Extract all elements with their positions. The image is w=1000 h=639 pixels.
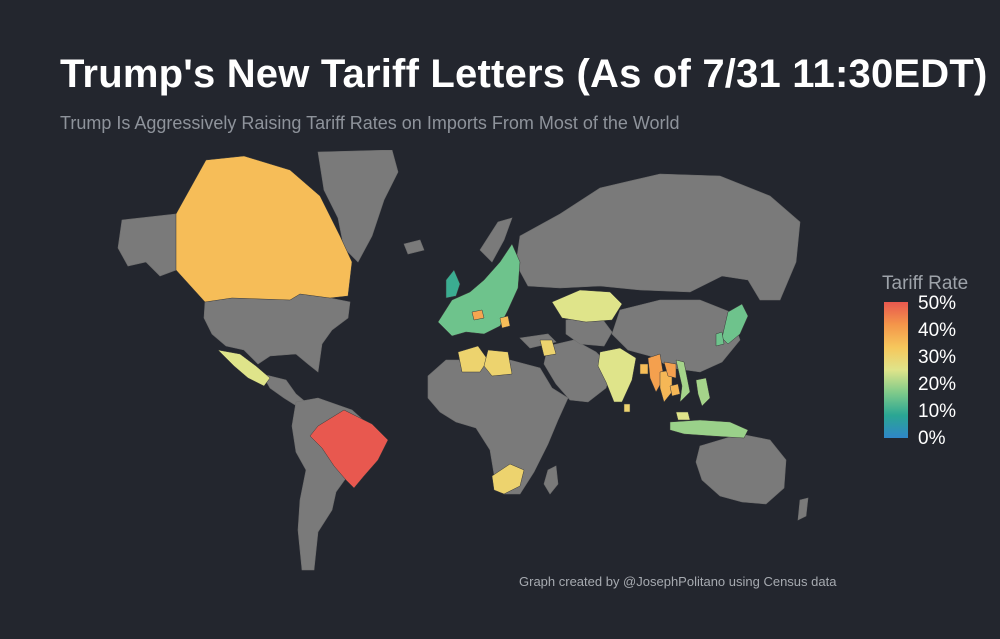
- legend-tick-label: 10%: [918, 401, 957, 422]
- country-united-kingdom: [445, 269, 461, 299]
- country-laos: [663, 361, 677, 379]
- country-sri-lanka: [623, 403, 631, 413]
- country-kazakhstan: [551, 289, 623, 323]
- land-usa: [203, 293, 351, 373]
- land-australia: [695, 433, 787, 505]
- land-russia: [515, 173, 801, 301]
- source-credit: Graph created by @JosephPolitano using C…: [519, 574, 837, 589]
- country-switzerland: [471, 309, 485, 321]
- country-bangladesh: [639, 363, 649, 375]
- land-china: [611, 299, 741, 373]
- country-libya: [483, 349, 513, 377]
- land-scandinavia-norway: [479, 217, 513, 263]
- legend-title: Tariff Rate: [882, 273, 969, 294]
- country-canada: [175, 155, 353, 303]
- legend-tick-label: 50%: [918, 293, 957, 314]
- land-greenland: [317, 150, 399, 263]
- country-european-union: [437, 243, 521, 337]
- page-subtitle: Trump Is Aggressively Raising Tariff Rat…: [60, 113, 680, 133]
- country-indonesia: [669, 419, 749, 439]
- country-mexico: [217, 349, 271, 387]
- country-japan: [721, 303, 749, 345]
- country-brazil: [309, 409, 389, 489]
- country-india: [597, 347, 637, 403]
- land-africa: [427, 359, 569, 495]
- country-vietnam: [675, 359, 691, 403]
- legend-tick-label: 30%: [918, 347, 957, 368]
- country-cambodia: [669, 383, 681, 397]
- land-turkey: [519, 333, 557, 349]
- legend-tick-label: 0%: [918, 428, 946, 449]
- country-philippines: [695, 377, 711, 407]
- legend-color-scale: [884, 302, 908, 438]
- country-south-korea: [715, 331, 725, 347]
- land-madagascar: [543, 465, 559, 495]
- country-iraq: [539, 339, 557, 357]
- land-iceland: [403, 239, 425, 255]
- country-south-africa: [491, 463, 525, 495]
- legend-tick-label: 20%: [918, 374, 957, 395]
- page-title: Trump's New Tariff Letters (As of 7/31 1…: [60, 52, 988, 96]
- country-serbia: [499, 315, 511, 329]
- land-middle-east: [543, 339, 613, 403]
- land-alaska: [117, 213, 177, 277]
- legend-tick-label: 40%: [918, 320, 957, 341]
- land-new-zealand: [797, 497, 809, 521]
- country-malaysia: [675, 411, 691, 421]
